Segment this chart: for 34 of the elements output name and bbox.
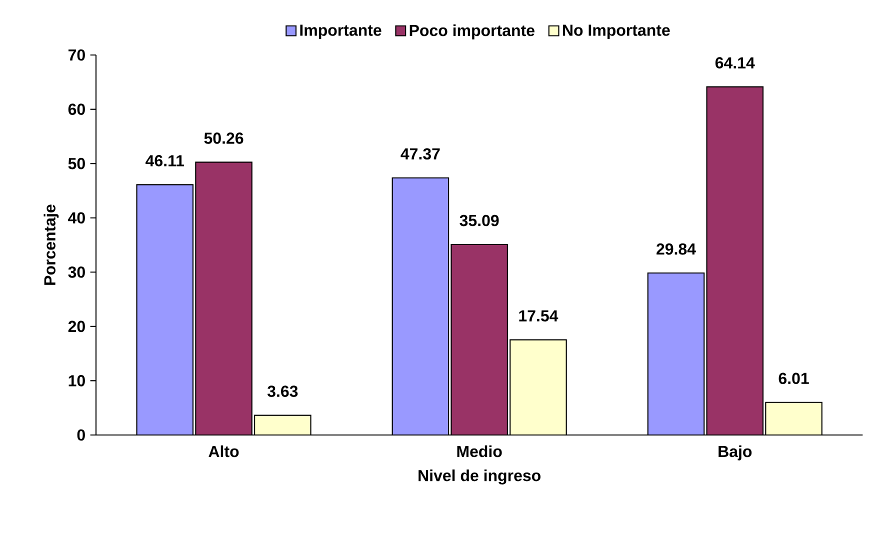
bar (765, 402, 822, 435)
bar (136, 184, 194, 435)
legend-label: No Importante (563, 24, 670, 40)
data-label: 3.63 (267, 386, 298, 397)
y-tick-label: 40 (68, 212, 85, 224)
data-label: 17.54 (519, 310, 558, 322)
x-tick-label: Medio (457, 445, 502, 458)
data-label: 50.26 (204, 132, 244, 144)
data-label: 64.14 (715, 57, 755, 68)
y-tick-label: 20 (68, 320, 85, 332)
bar (196, 162, 252, 435)
legend-label: Importante (300, 24, 382, 40)
x-axis-title: Nivel de ingreso (418, 469, 540, 484)
bar (647, 272, 705, 435)
bar (451, 244, 508, 435)
y-tick-label: 60 (68, 104, 85, 115)
bar (706, 86, 764, 435)
y-axis-title: Porcentaje (44, 204, 59, 285)
data-label: 6.01 (778, 372, 809, 384)
data-label: 35.09 (460, 214, 499, 226)
data-label: 29.84 (656, 243, 696, 255)
x-tick-label: Bajo (718, 445, 752, 460)
y-tick-label: 10 (68, 375, 85, 386)
legend-label: Poco importante (410, 24, 534, 40)
y-tick-label: 70 (68, 49, 85, 61)
y-tick-label: 30 (68, 266, 85, 278)
data-label: 47.37 (400, 148, 440, 160)
data-label: 46.11 (146, 155, 184, 166)
bar (392, 178, 449, 435)
bar (254, 415, 311, 435)
bar (510, 340, 566, 435)
y-tick-label: 0 (77, 429, 85, 441)
x-tick-label: Alto (208, 445, 239, 458)
y-tick-label: 50 (68, 158, 85, 170)
